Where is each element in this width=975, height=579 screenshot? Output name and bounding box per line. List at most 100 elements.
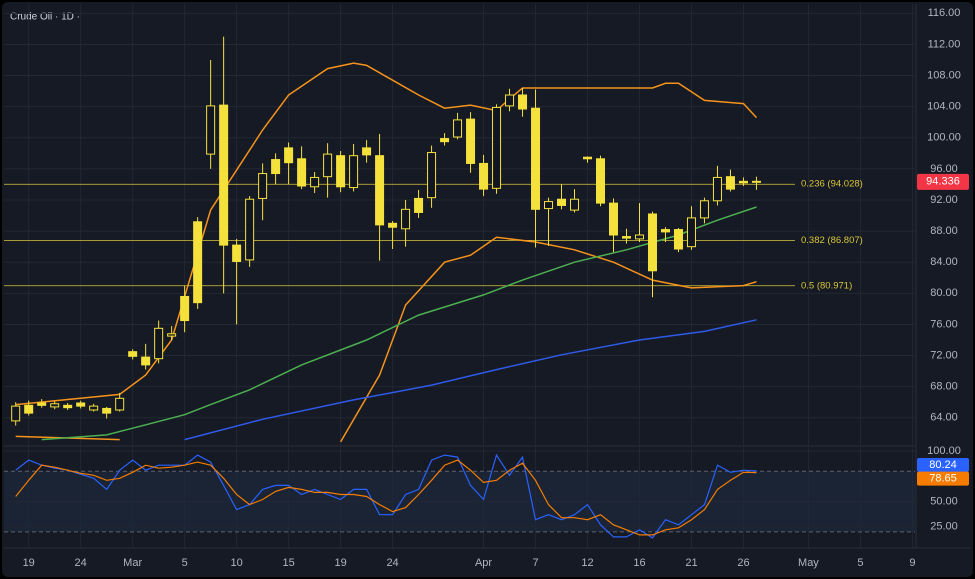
candle-body xyxy=(570,198,580,211)
x-tick-label: 10 xyxy=(230,557,242,569)
chart-title: Crude Oil · 1D · xyxy=(10,12,80,23)
candle-body xyxy=(466,118,476,164)
candle-body xyxy=(440,138,450,143)
candle-body xyxy=(751,180,761,183)
y-tick-label: 84.00 xyxy=(930,256,958,268)
candle-body xyxy=(608,202,618,236)
candle-body xyxy=(518,94,528,110)
candle-body xyxy=(557,198,567,206)
candle-body xyxy=(492,106,502,189)
x-tick-label: 7 xyxy=(532,557,538,569)
y-tick-label: 80.00 xyxy=(930,287,958,299)
x-tick-label: 15 xyxy=(282,557,294,569)
candle-body xyxy=(206,105,216,155)
candle-body xyxy=(621,236,631,239)
candle-body xyxy=(128,351,138,357)
value-box xyxy=(917,457,969,472)
candle-body xyxy=(180,295,190,322)
candle-body xyxy=(531,107,541,210)
candle-body xyxy=(89,405,99,411)
candle-body xyxy=(660,229,670,233)
candle-body xyxy=(414,197,424,213)
x-tick-label: Apr xyxy=(475,557,492,569)
candle-body xyxy=(725,176,735,190)
candle-body xyxy=(544,201,554,210)
y-tick-label: 112.00 xyxy=(928,38,961,50)
y-tick-label: 68.00 xyxy=(930,381,958,393)
candle-body xyxy=(310,176,320,188)
indicator-line xyxy=(184,319,757,441)
fib-level-label: 0.236 (94.028) xyxy=(801,179,863,190)
x-tick-label: Mar xyxy=(123,557,142,569)
candle-body xyxy=(76,402,86,407)
candle-body xyxy=(427,152,437,199)
candle-body xyxy=(647,213,657,272)
candle-body xyxy=(37,402,47,406)
y-tick-label: 108.00 xyxy=(927,69,961,81)
candle-body xyxy=(50,403,60,408)
candle-body xyxy=(323,153,333,178)
candle-body xyxy=(336,155,346,188)
candle-body xyxy=(479,162,489,190)
y-tick-label: 64.00 xyxy=(930,412,958,424)
x-tick-label: 5 xyxy=(857,557,863,569)
x-tick-label: 9 xyxy=(909,557,915,569)
y-tick-label: 116.00 xyxy=(928,7,961,19)
candle-body xyxy=(453,119,463,138)
candle-body xyxy=(673,229,683,250)
fib-level-label: 0.5 (80.971) xyxy=(801,280,852,291)
candle-body xyxy=(388,222,398,228)
candle-body xyxy=(596,158,606,204)
candle-body xyxy=(699,200,709,219)
candle-body xyxy=(102,407,112,414)
candle-body xyxy=(401,208,411,230)
y-tick-label: 72.00 xyxy=(930,349,958,361)
candle-body xyxy=(24,404,34,414)
y-tick-label: 25.00 xyxy=(930,521,958,533)
x-tick-label: 24 xyxy=(386,557,398,569)
y-tick-label: 76.00 xyxy=(930,318,958,330)
fib-level-label: 0.382 (86.807) xyxy=(801,235,863,246)
y-tick-label: 100.00 xyxy=(927,445,961,457)
candle-body xyxy=(258,173,268,199)
candle-body xyxy=(271,159,281,175)
y-tick-label: 50.00 xyxy=(930,495,958,507)
x-tick-label: 21 xyxy=(685,557,697,569)
candle-body xyxy=(297,158,307,187)
x-tick-label: 19 xyxy=(23,557,35,569)
candle-body xyxy=(712,176,722,202)
y-tick-label: 88.00 xyxy=(930,225,958,237)
candle-body xyxy=(686,217,696,248)
indicator-line xyxy=(15,62,758,406)
candle-body xyxy=(245,198,255,261)
candle-body xyxy=(154,327,164,360)
value-box xyxy=(917,471,969,486)
candle-body xyxy=(141,356,151,366)
candle-body xyxy=(232,244,242,262)
candle-body xyxy=(193,221,203,304)
candle-body xyxy=(634,234,644,240)
candle-body xyxy=(219,104,229,246)
value-box-label: 78.65 xyxy=(929,473,957,485)
x-tick-label: 19 xyxy=(334,557,346,569)
x-tick-label: 26 xyxy=(737,557,749,569)
value-box-label: 80.24 xyxy=(929,459,957,471)
candle-body xyxy=(284,147,294,164)
x-tick-label: 16 xyxy=(633,557,645,569)
oscillator-line xyxy=(15,453,757,539)
candle-body xyxy=(505,94,515,107)
candle-body xyxy=(375,155,385,226)
candle-body xyxy=(362,147,372,156)
candle-body xyxy=(583,156,593,160)
candle-body xyxy=(738,180,748,184)
candle-body xyxy=(115,397,125,411)
oscillator-line xyxy=(15,459,757,536)
y-tick-label: 92.00 xyxy=(930,194,958,206)
y-tick-label: 104.00 xyxy=(927,101,961,113)
candle-body xyxy=(11,405,21,422)
x-tick-label: May xyxy=(798,557,819,569)
x-tick-label: 12 xyxy=(581,557,593,569)
last-price-box xyxy=(917,173,969,190)
y-tick-label: 100.00 xyxy=(927,132,961,144)
